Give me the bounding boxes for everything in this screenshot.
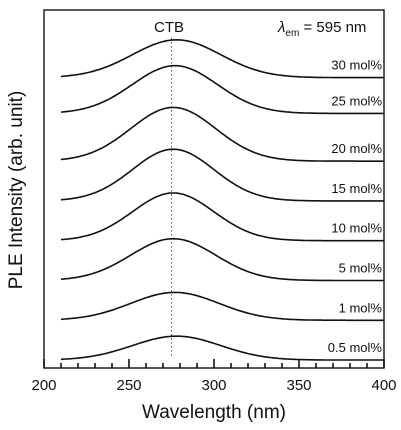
x-tick-label: 400	[371, 377, 396, 394]
series-curve	[60, 148, 384, 202]
series-curve	[60, 291, 384, 322]
series-curve	[60, 64, 384, 115]
lambda-subscript: em	[285, 28, 299, 39]
x-tick-label: 250	[116, 377, 141, 394]
x-tick-label: 350	[286, 377, 311, 394]
series-label: 20 mol%	[331, 141, 382, 156]
x-tick-labels: 200 250 300 350 400	[31, 377, 396, 394]
x-axis-label: Wavelength (nm)	[142, 402, 286, 423]
ctb-annotation: CTB	[154, 19, 184, 36]
series-curve	[60, 237, 384, 282]
series-curve	[60, 335, 384, 361]
lambda-value: = 595 nm	[299, 19, 366, 36]
x-tick-label: 300	[201, 377, 226, 394]
series-curve	[60, 192, 384, 242]
y-axis-label: PLE Intensity (arb. unit)	[6, 91, 27, 290]
series-labels: 0.5 mol% 1 mol% 5 mol% 10 mol% 15 mol% 20 mol…	[328, 58, 383, 355]
x-tick-label: 200	[31, 377, 56, 394]
series-curve	[60, 38, 384, 79]
lambda-em-annotation: λem = 595 nm	[277, 19, 366, 39]
series-label: 5 mol%	[339, 260, 383, 275]
series-label: 1 mol%	[339, 300, 383, 315]
series-label: 30 mol%	[331, 58, 382, 73]
lambda-symbol: λ	[277, 19, 285, 36]
x-ticks	[43, 359, 385, 368]
series-label: 10 mol%	[331, 221, 382, 236]
series-label: 15 mol%	[331, 181, 382, 196]
series-curve	[60, 106, 384, 162]
curves	[60, 38, 384, 361]
series-label: 25 mol%	[331, 93, 382, 108]
series-label: 0.5 mol%	[328, 340, 383, 355]
